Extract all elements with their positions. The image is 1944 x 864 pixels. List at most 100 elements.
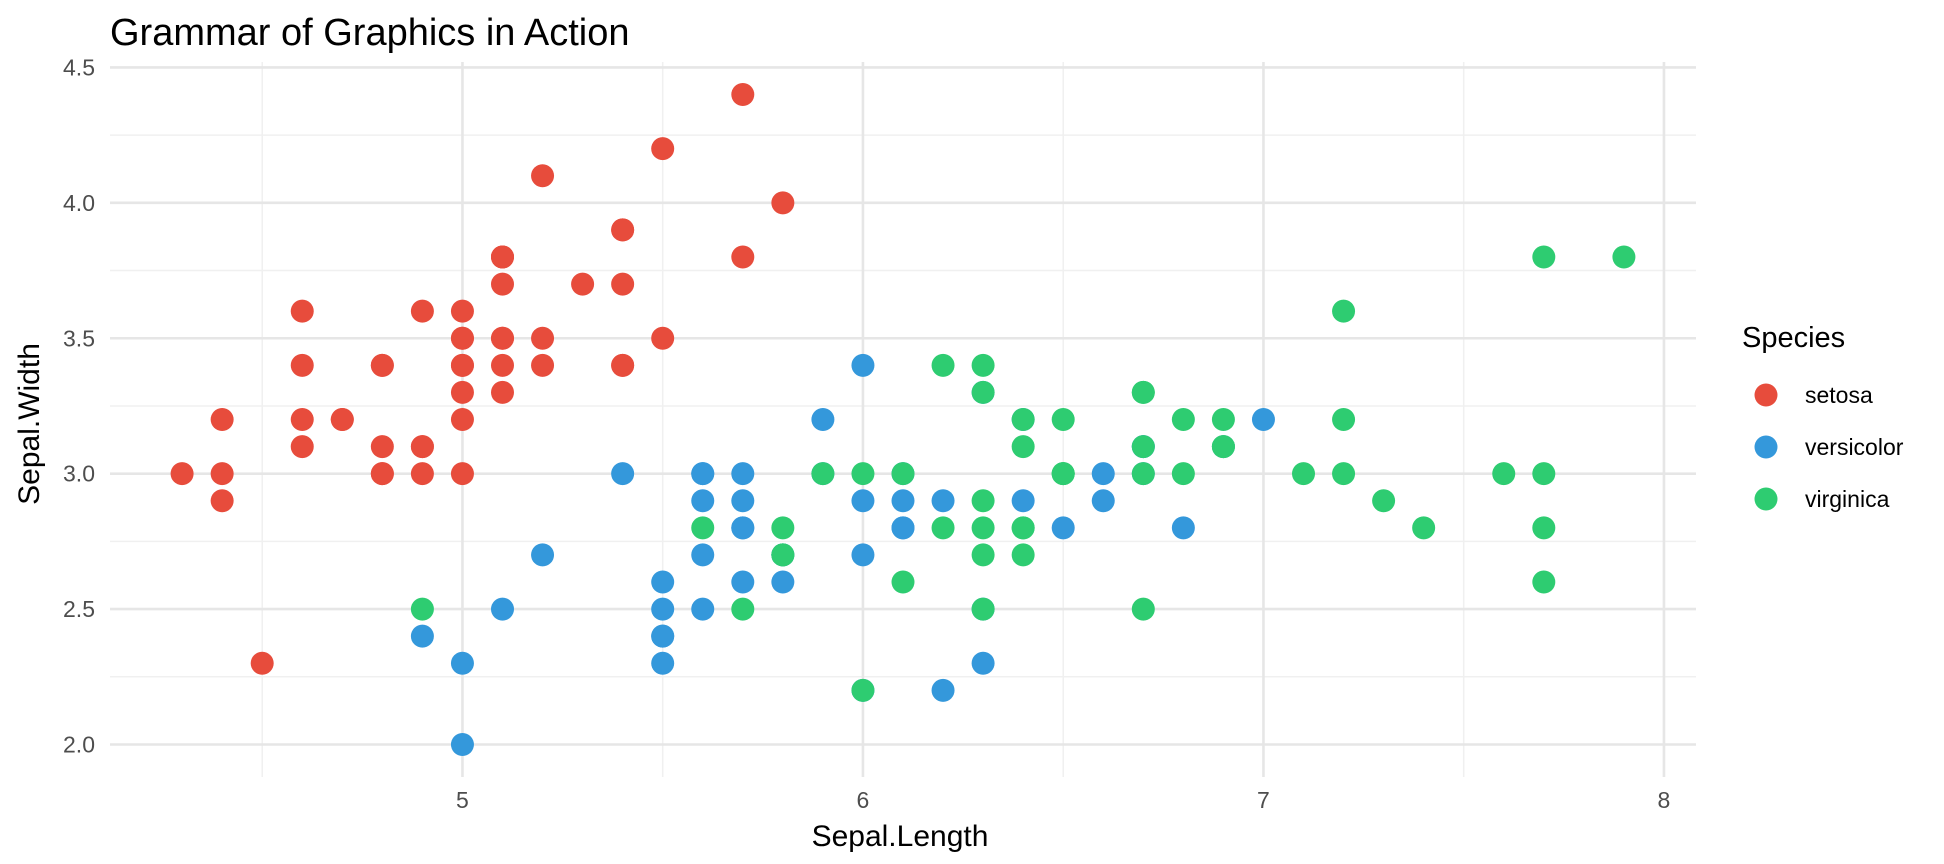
data-point	[971, 380, 995, 404]
data-point	[1171, 408, 1195, 431]
data-point	[210, 489, 234, 513]
data-point	[1011, 489, 1035, 513]
data-point	[1131, 597, 1155, 621]
data-point	[851, 543, 875, 567]
data-point	[170, 462, 194, 486]
data-point	[210, 462, 234, 486]
data-point	[611, 218, 635, 242]
data-point	[891, 489, 915, 513]
data-point	[1532, 462, 1556, 486]
data-point	[691, 597, 715, 621]
data-point	[490, 353, 514, 377]
data-point	[370, 462, 394, 486]
data-points	[170, 83, 1636, 756]
data-point	[1492, 462, 1516, 486]
data-point	[971, 353, 995, 377]
data-point	[611, 462, 635, 486]
data-point	[370, 435, 394, 459]
legend-key-versicolor	[1754, 435, 1778, 459]
data-point	[931, 489, 955, 513]
legend-key-setosa	[1754, 383, 1778, 407]
data-point	[450, 299, 474, 323]
data-point	[931, 678, 955, 702]
data-point	[731, 570, 755, 594]
data-point	[1332, 462, 1356, 486]
data-point	[450, 380, 474, 404]
data-point	[931, 353, 955, 377]
data-point	[851, 678, 875, 702]
data-point	[490, 597, 514, 621]
x-tick-label: 8	[1658, 787, 1671, 813]
data-point	[1051, 516, 1075, 540]
data-point	[250, 651, 274, 675]
data-point	[891, 570, 915, 594]
data-point	[531, 164, 555, 188]
y-axis-tick-labels: 2.0 2.5 3.0 3.5 4.0 4.5	[63, 54, 95, 757]
data-point	[1332, 408, 1356, 431]
y-tick-label: 3.5	[63, 325, 95, 351]
data-point	[1171, 462, 1195, 486]
series-versicolor	[410, 353, 1275, 756]
data-point	[651, 624, 675, 648]
legend-label-versicolor: versicolor	[1805, 434, 1904, 460]
data-point	[971, 597, 995, 621]
data-point	[410, 462, 434, 486]
data-point	[1091, 462, 1115, 486]
data-point	[410, 624, 434, 648]
data-point	[290, 435, 314, 459]
data-point	[330, 408, 354, 431]
legend-label-virginica: virginica	[1805, 486, 1890, 512]
data-point	[490, 326, 514, 350]
y-tick-label: 2.0	[63, 732, 95, 758]
data-point	[1292, 462, 1316, 486]
data-point	[571, 272, 595, 296]
data-point	[1332, 299, 1356, 323]
x-tick-label: 5	[456, 787, 469, 813]
data-point	[811, 462, 835, 486]
data-point	[691, 516, 715, 540]
data-point	[611, 272, 635, 296]
x-axis-tick-labels: 5 6 7 8	[456, 787, 1670, 813]
legend-label-setosa: setosa	[1805, 382, 1873, 408]
data-point	[1131, 462, 1155, 486]
data-point	[1211, 435, 1235, 459]
data-point	[811, 408, 835, 431]
data-point	[490, 380, 514, 404]
data-point	[731, 462, 755, 486]
data-point	[410, 597, 434, 621]
data-point	[651, 651, 675, 675]
data-point	[1011, 516, 1035, 540]
data-point	[891, 462, 915, 486]
data-point	[731, 245, 755, 269]
legend-key-virginica	[1754, 487, 1778, 511]
data-point	[450, 408, 474, 431]
legend-title: Species	[1742, 322, 1845, 354]
data-point	[450, 326, 474, 350]
data-point	[1532, 570, 1556, 594]
data-point	[450, 651, 474, 675]
data-point	[1011, 543, 1035, 567]
data-point	[731, 83, 755, 106]
data-point	[651, 326, 675, 350]
data-point	[490, 245, 514, 269]
x-axis-title: Sepal.Length	[812, 820, 989, 853]
data-point	[971, 543, 995, 567]
data-point	[731, 489, 755, 513]
data-point	[370, 353, 394, 377]
data-point	[971, 516, 995, 540]
data-point	[410, 299, 434, 323]
data-point	[1131, 380, 1155, 404]
data-point	[531, 353, 555, 377]
data-point	[1171, 516, 1195, 540]
data-point	[450, 462, 474, 486]
x-tick-label: 6	[857, 787, 870, 813]
data-point	[531, 326, 555, 350]
data-point	[851, 353, 875, 377]
data-point	[1412, 516, 1436, 540]
data-point	[931, 516, 955, 540]
legend: Species setosa versicolor virginica	[1742, 322, 1904, 512]
series-virginica	[410, 245, 1636, 702]
data-point	[731, 516, 755, 540]
data-point	[290, 299, 314, 323]
data-point	[691, 543, 715, 567]
